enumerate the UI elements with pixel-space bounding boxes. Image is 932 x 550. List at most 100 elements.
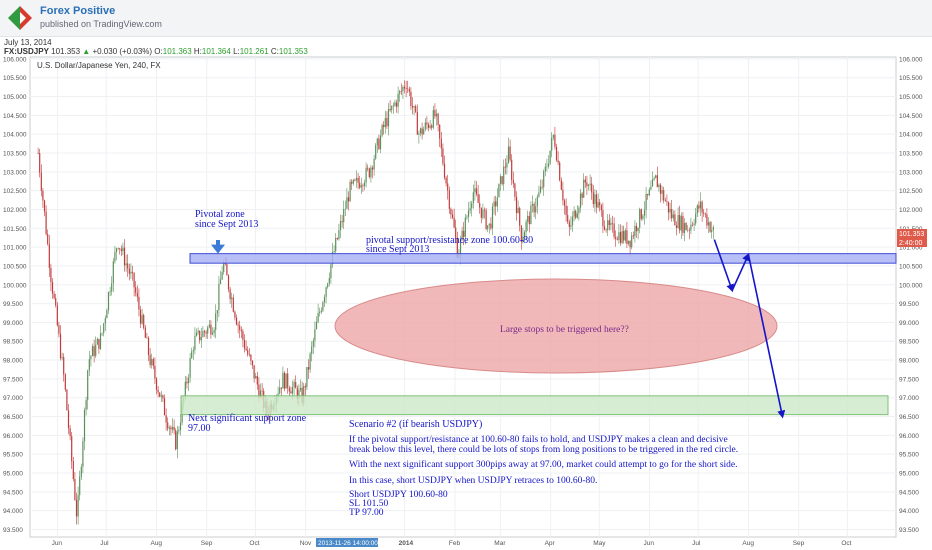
candle-body <box>202 331 204 338</box>
candle-body <box>160 395 162 397</box>
candle-body <box>106 310 108 319</box>
candle-body <box>559 162 561 181</box>
candle-body <box>171 426 174 430</box>
candle-body <box>218 284 220 310</box>
y-tick-label-right: 96.000 <box>899 433 919 440</box>
candle-body <box>75 499 78 517</box>
candle-body <box>240 329 242 332</box>
candle-body <box>403 86 406 89</box>
candle-body <box>147 337 150 355</box>
candle-body <box>674 214 676 226</box>
candle-body <box>304 386 306 388</box>
candle-body <box>195 332 198 336</box>
pivot-sr-label-line1: pivotal support/resistance zone 100.60-8… <box>366 235 533 246</box>
candle-body <box>407 88 409 90</box>
price-badge-last: 101.353 <box>897 229 927 238</box>
candle-body <box>357 178 359 183</box>
candle-body <box>691 224 694 226</box>
candle-body <box>67 410 70 429</box>
candle-body <box>178 429 180 432</box>
y-tick-label-left: 93.500 <box>3 527 23 534</box>
candle-body <box>351 181 353 184</box>
candle-body <box>335 238 337 252</box>
candle-body <box>232 297 234 312</box>
candle-body <box>151 359 153 365</box>
projection-arrow <box>731 252 750 291</box>
candle-body <box>143 315 145 328</box>
candle-body <box>467 210 470 217</box>
up-arrow-icon: ▲ <box>82 47 91 56</box>
candle-body <box>247 350 249 355</box>
candle-body <box>239 325 241 330</box>
candle-body <box>379 135 382 150</box>
y-tick-label-left: 99.500 <box>3 301 23 308</box>
candle-body <box>648 189 650 196</box>
candle-body <box>525 221 527 233</box>
candle-body <box>415 106 417 112</box>
candle-body <box>91 346 94 357</box>
candle-body <box>584 179 586 183</box>
candle-body <box>189 358 191 378</box>
candle-body <box>703 212 705 214</box>
candle-body <box>221 271 223 280</box>
candle-body <box>199 330 201 341</box>
candle-body <box>549 150 551 164</box>
candle-body <box>539 186 542 193</box>
candle-body <box>693 223 695 225</box>
candle-body <box>645 194 647 210</box>
candle-body <box>128 268 130 274</box>
candle-body <box>656 175 658 188</box>
candle-body <box>101 333 103 334</box>
x-tick-label: Nov <box>300 540 312 547</box>
candle-body <box>375 145 377 159</box>
candle-body <box>440 138 442 149</box>
red-circle-zone <box>334 278 778 374</box>
next-support-label-line2: 97.00 <box>188 423 211 434</box>
candle-body <box>555 146 558 161</box>
candle-body <box>359 182 361 188</box>
candle-body <box>394 102 396 106</box>
candle-body <box>109 291 111 293</box>
y-tick-label-left: 104.500 <box>3 113 27 120</box>
app-subtitle[interactable]: published on TradingView.com <box>40 19 162 29</box>
y-tick-label-left: 98.500 <box>3 339 23 346</box>
candle-body <box>365 167 367 183</box>
candle-body <box>699 201 702 209</box>
candle-body <box>211 332 214 335</box>
candle-body <box>127 263 129 269</box>
pivot-sr-label-line2: since Sept 2013 <box>366 244 429 255</box>
candle-body <box>242 331 244 340</box>
candle-body <box>383 124 385 128</box>
x-tick-label: May <box>593 540 606 547</box>
candle-body <box>701 201 703 213</box>
candle-body <box>426 122 428 125</box>
candle-body <box>347 197 350 202</box>
candle-body <box>223 262 225 272</box>
app-title[interactable]: Forex Positive <box>40 5 116 17</box>
y-tick-label-right: 104.500 <box>899 113 923 120</box>
y-tick-label-left: 97.500 <box>3 376 23 383</box>
y-tick-label-left: 105.000 <box>3 94 27 101</box>
candle-body <box>695 213 697 224</box>
candle-body <box>712 227 714 231</box>
candle-body <box>459 240 462 256</box>
candle-body <box>711 230 713 232</box>
candle-body <box>136 292 138 297</box>
candle-body <box>74 479 76 500</box>
y-tick-label-left: 98.000 <box>3 358 23 365</box>
candle-body <box>592 192 594 204</box>
candle-body <box>295 382 297 389</box>
quote-symbol[interactable]: FX:USDJPY <box>4 47 49 56</box>
candle-body <box>618 232 620 240</box>
candle-body <box>135 287 137 293</box>
projection-arrow <box>713 239 734 293</box>
candle-body <box>568 221 570 227</box>
candle-body <box>367 167 369 169</box>
candle-body <box>336 238 338 239</box>
candle-body <box>595 194 598 208</box>
candle-body <box>43 200 46 212</box>
candle-body <box>515 196 518 213</box>
x-tick-label: Apr <box>545 540 556 547</box>
candle-body <box>251 360 254 366</box>
